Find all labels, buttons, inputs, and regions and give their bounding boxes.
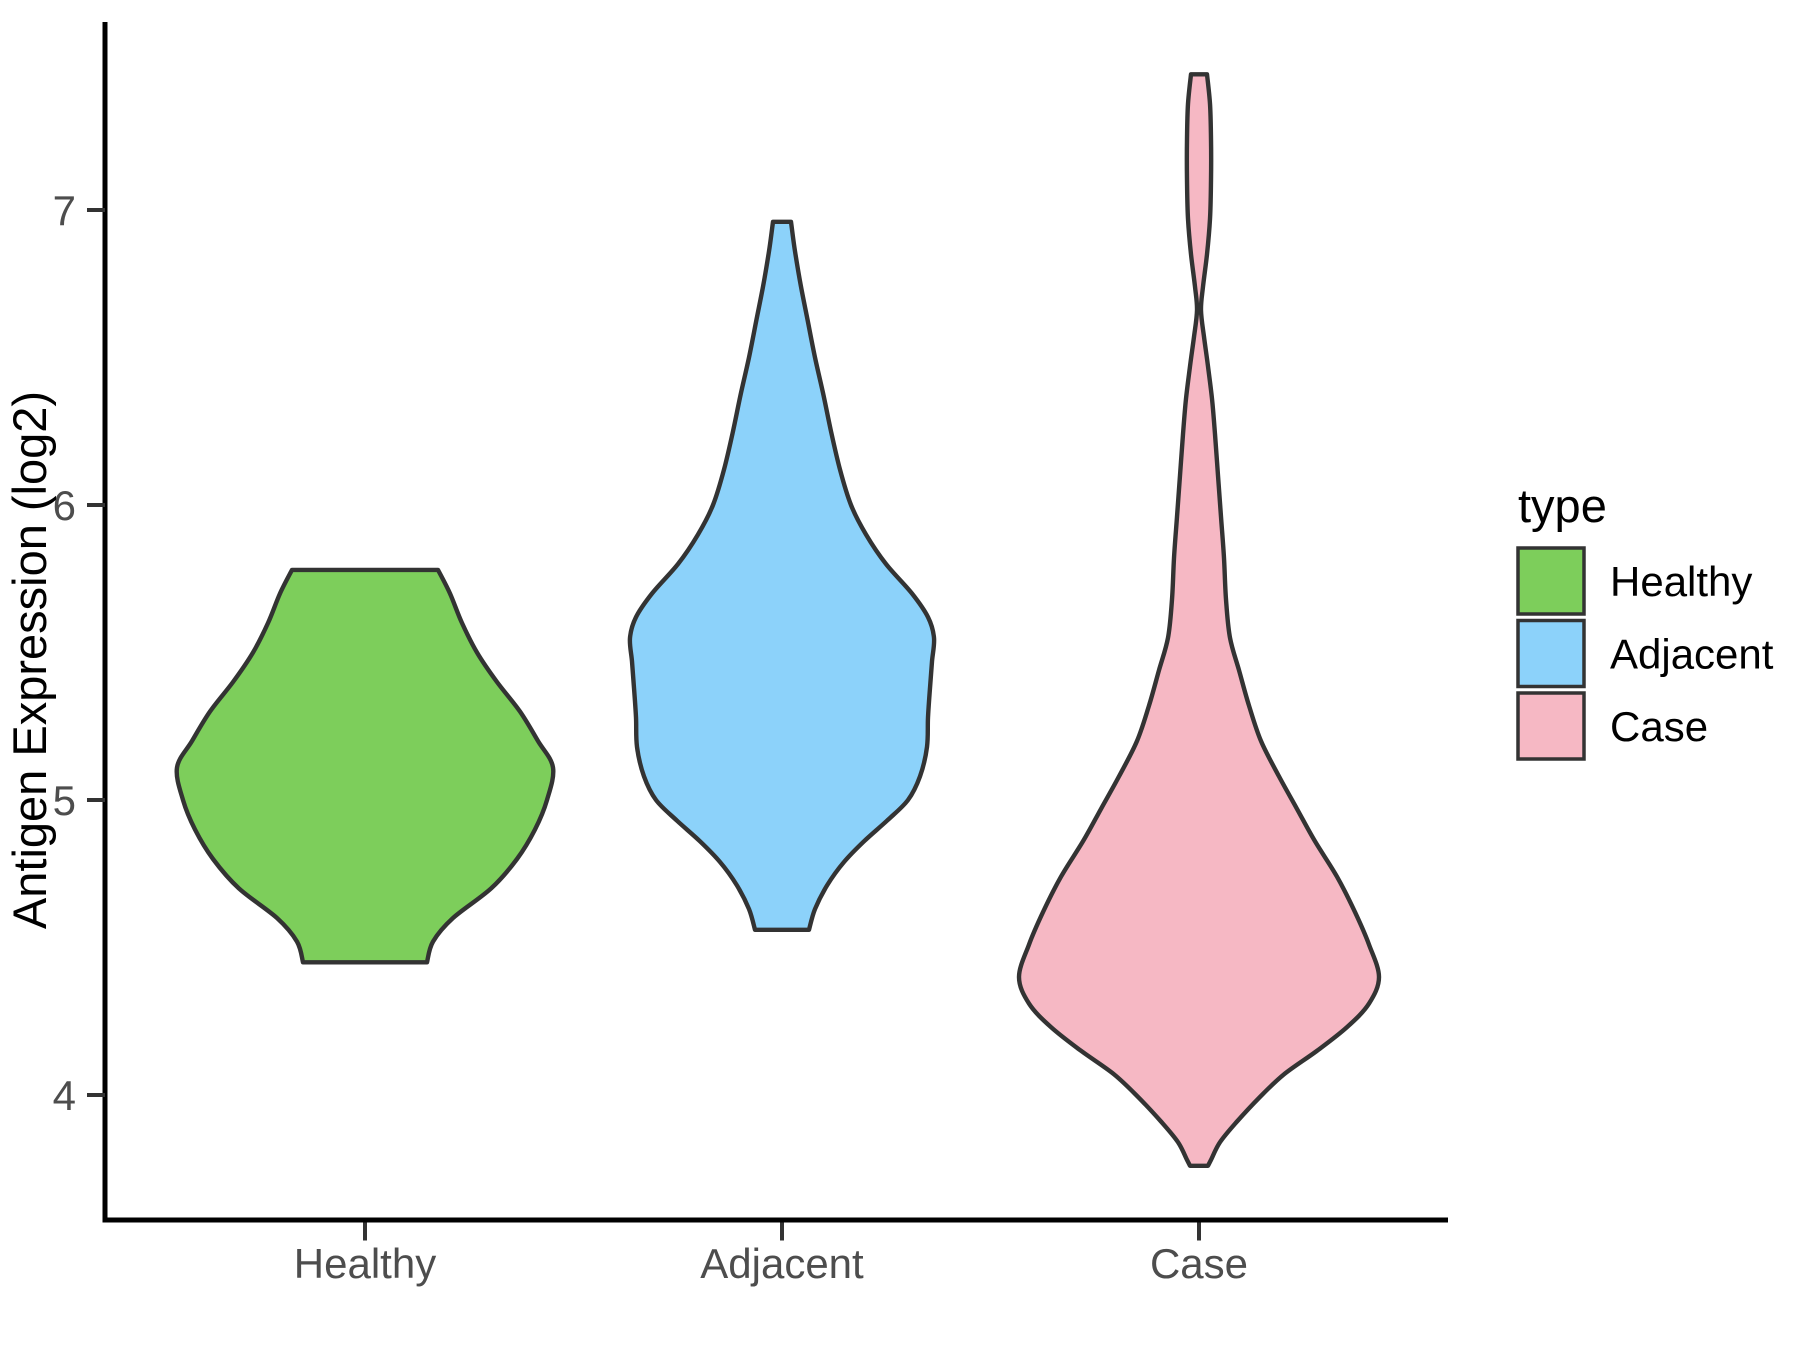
violin-healthy (174, 567, 556, 965)
y-tick-label: 4 (53, 1072, 76, 1119)
y-tick-label: 7 (53, 187, 76, 234)
legend-label-case: Case (1610, 703, 1708, 750)
violin-adjacent (627, 219, 937, 932)
x-tick-label-adjacent: Adjacent (700, 1240, 864, 1287)
legend-label-healthy: Healthy (1610, 558, 1752, 605)
x-tick-label-case: Case (1150, 1240, 1248, 1287)
legend-swatch-case (1516, 691, 1586, 761)
x-tick-label-healthy: Healthy (294, 1240, 436, 1287)
y-tick-label: 5 (53, 777, 76, 824)
y-tick-label: 6 (53, 482, 76, 529)
legend-label-adjacent: Adjacent (1610, 631, 1774, 678)
legend-swatch-adjacent (1516, 618, 1586, 689)
violin-case (1016, 72, 1382, 1168)
y-axis-title: Antigen Expression (log2) (3, 391, 56, 929)
legend-title: type (1518, 479, 1607, 532)
legend-swatch-healthy (1516, 546, 1586, 616)
